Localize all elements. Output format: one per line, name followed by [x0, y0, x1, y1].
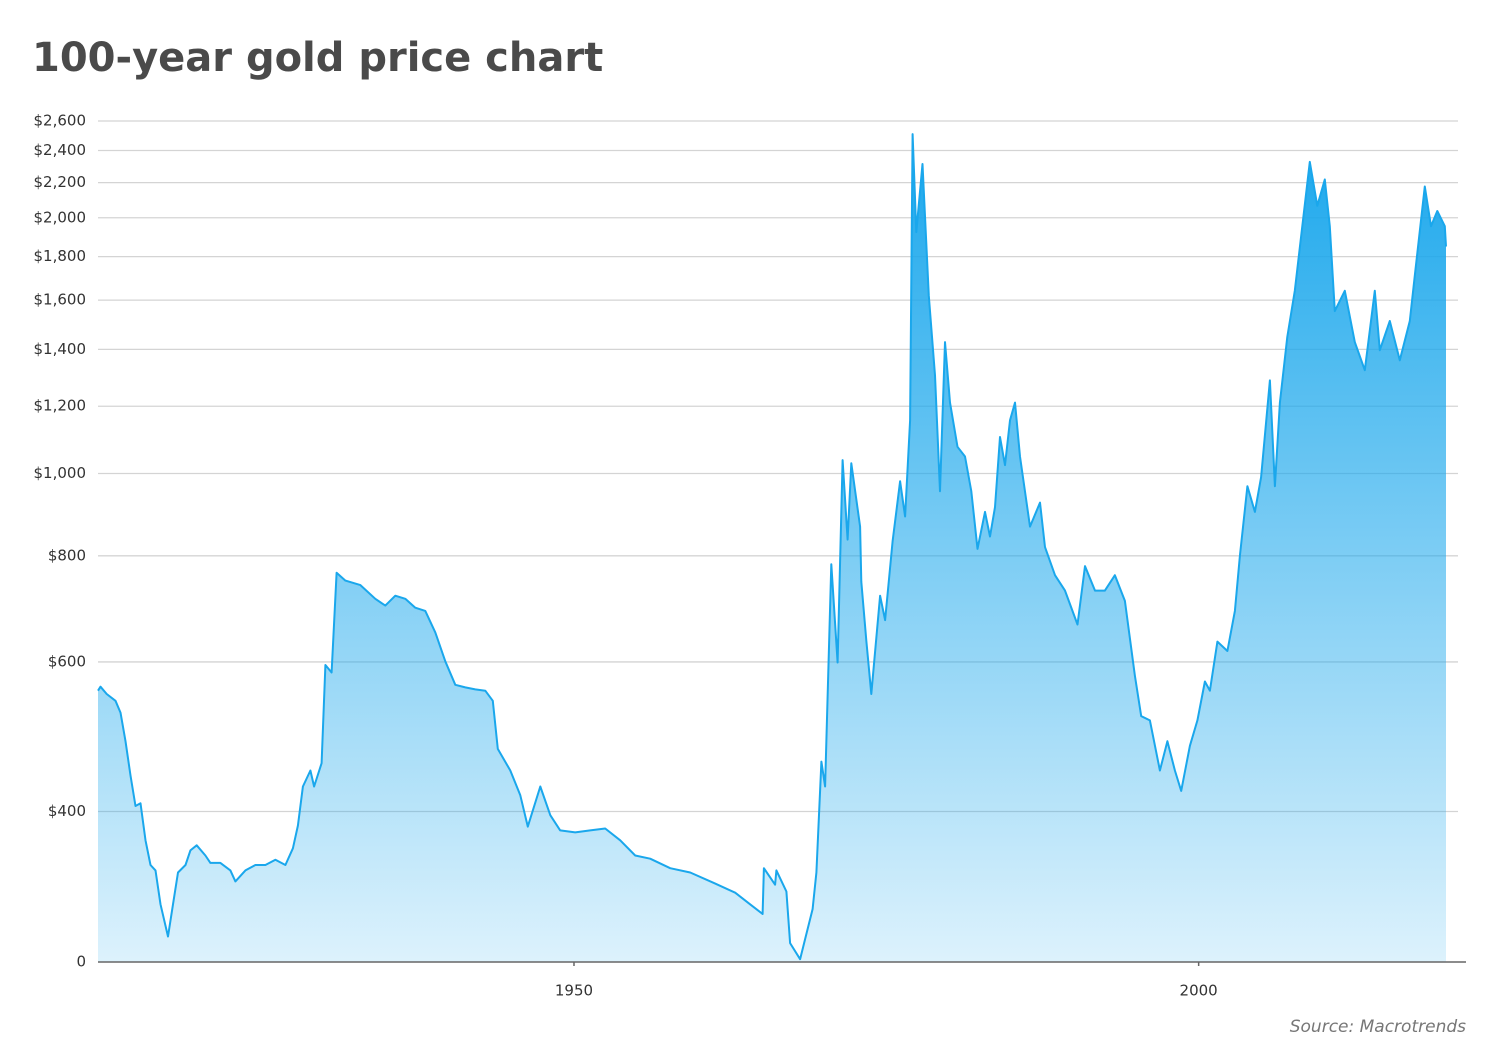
y-tick-label: 0 [76, 953, 86, 971]
y-tick-label: $800 [48, 546, 86, 564]
price-line [97, 133, 1447, 961]
y-tick-label: $2,400 [34, 141, 87, 159]
y-tick-label: $2,200 [34, 173, 87, 191]
y-tick-label: $2,000 [34, 208, 87, 226]
y-tick-label: $1,800 [34, 247, 87, 265]
layer [98, 120, 1458, 813]
x-tick-label: 1950 [555, 982, 593, 1000]
x-tick-label: 2000 [1180, 982, 1218, 1000]
layer: 0 $400 $600 $800 $1,000 $1,200 $1,400 $1,600 $1,… [34, 112, 1466, 1000]
y-tick-label: $1,200 [34, 397, 87, 415]
y-tick-label: $400 [48, 802, 86, 820]
chart-title: 100-year gold price chart [32, 35, 603, 81]
source-note: Source: Macrotrends [1290, 1017, 1466, 1037]
y-tick-label: $1,000 [34, 464, 87, 482]
y-tick-label: $1,400 [34, 340, 87, 358]
layer [97, 133, 1447, 963]
y-tick-label: $600 [48, 652, 86, 670]
y-tick-label: $2,600 [34, 112, 87, 130]
area [98, 134, 1446, 963]
y-tick-label: $1,600 [34, 291, 87, 309]
